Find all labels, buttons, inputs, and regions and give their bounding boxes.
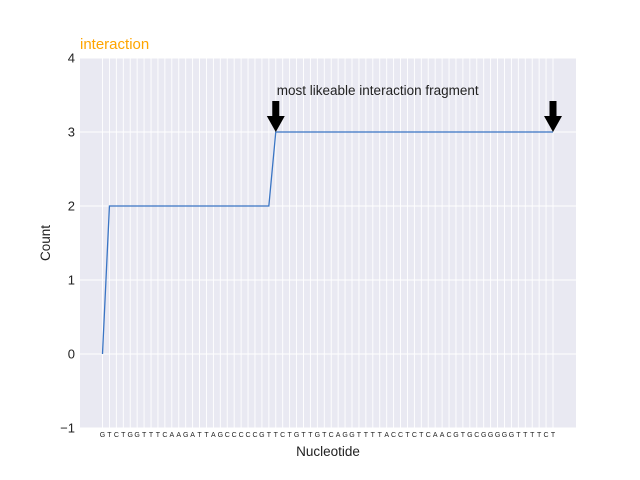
x-tick-label: A [211,432,216,439]
x-tick-label: G [127,432,132,439]
x-tick-label: T [156,432,161,439]
x-tick-label: T [308,432,313,439]
x-tick-label: T [551,432,556,439]
x-tick-label: C [162,432,167,439]
x-tick-label: C [544,432,549,439]
y-tick-label: 0 [68,347,75,362]
x-tick-label: C [391,432,396,439]
down-arrow-icon [272,101,280,118]
x-tick-label: G [100,432,105,439]
x-tick-label: T [357,432,362,439]
y-tick-labels: −1 0 1 2 3 4 [60,51,75,436]
down-arrow-icon [549,101,557,118]
y-tick-label: 3 [68,125,75,140]
x-tick-label: C [412,432,417,439]
x-tick-label: G [509,432,514,439]
x-tick-label: G [481,432,486,439]
annotation [544,101,562,132]
x-tick-label: G [315,432,320,439]
x-tick-label: C [280,432,285,439]
x-tick-label: C [329,432,334,439]
x-tick-label: C [447,432,452,439]
plot-background [80,58,576,428]
x-tick-label: C [398,432,403,439]
x-tick-label: G [218,432,223,439]
x-tick-label: C [114,432,119,439]
x-tick-label: G [467,432,472,439]
x-tick-label: T [121,432,126,439]
annotation-text: most likeable interaction fragment [277,83,479,98]
x-tick-label: G [259,432,264,439]
annotations: most likeable interaction fragment [266,83,562,132]
x-tick-label: C [474,432,479,439]
x-tick-label: T [461,432,466,439]
x-tick-label: T [107,432,112,439]
y-tick-label: 1 [68,273,75,288]
x-tick-label: T [523,432,528,439]
x-tick-label: C [246,432,251,439]
x-tick-label: A [336,432,341,439]
x-tick-label: T [371,432,376,439]
x-tick-label: G [495,432,500,439]
x-tick-label: C [232,432,237,439]
x-tick-label: T [274,432,279,439]
x-axis-label: Nucleotide [296,444,360,459]
down-arrow-icon [266,116,285,132]
x-tick-label: T [149,432,154,439]
x-tick-label: T [419,432,424,439]
x-tick-label: A [440,432,445,439]
x-tick-label: A [433,432,438,439]
x-tick-label: T [287,432,292,439]
x-tick-label: T [301,432,306,439]
x-tick-label: T [204,432,209,439]
x-tick-label: G [453,432,458,439]
x-tick-label: T [142,432,147,439]
x-tick-label: T [267,432,272,439]
x-tick-label: T [405,432,410,439]
down-arrow-icon [544,116,562,132]
x-tick-label: A [190,432,195,439]
series-line [101,131,553,355]
x-tick-label: C [252,432,257,439]
x-tick-label: G [349,432,354,439]
y-tick-label: 4 [68,51,75,66]
grid [80,57,576,429]
x-tick-label: T [537,432,542,439]
annotation: most likeable interaction fragment [266,83,479,132]
x-tick-label: T [322,432,327,439]
x-tick-label: G [183,432,188,439]
y-tick-label: 2 [68,199,75,214]
x-tick-label: T [364,432,369,439]
x-tick-label: G [488,432,493,439]
x-tick-label: T [378,432,383,439]
x-tick-label: G [342,432,347,439]
x-tick-label: G [134,432,139,439]
x-tick-label: A [176,432,181,439]
x-tick-label: C [239,432,244,439]
chart-title: interaction [80,36,149,53]
x-tick-label: T [530,432,535,439]
x-tick-label: G [502,432,507,439]
x-tick-label: A [384,432,389,439]
y-axis-label: Count [38,225,53,261]
x-tick-label: G [294,432,299,439]
x-tick-label: C [225,432,230,439]
x-tick-label: A [169,432,174,439]
x-tick-label: C [426,432,431,439]
x-tick-label: T [197,432,202,439]
y-tick-label: −1 [60,421,75,436]
x-tick-label: T [516,432,521,439]
